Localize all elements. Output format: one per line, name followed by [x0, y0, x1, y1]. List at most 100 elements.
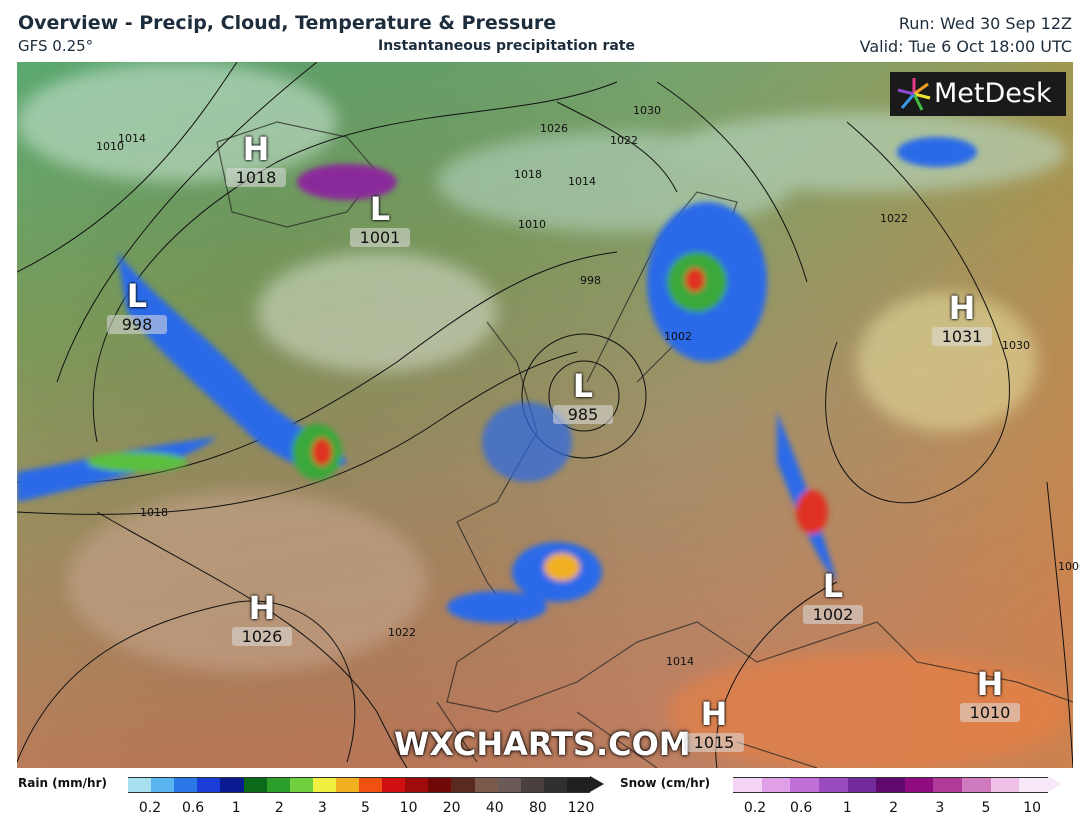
legend-swatch	[289, 777, 314, 793]
run-time: Run: Wed 30 Sep 12Z	[898, 14, 1072, 33]
legend-swatch	[733, 777, 763, 793]
legend-swatch	[128, 777, 152, 793]
legend-label: 40	[485, 800, 504, 816]
pressure-letter: H	[242, 130, 270, 168]
map	[17, 62, 1073, 768]
legend-swatch	[1019, 777, 1049, 793]
isobar-label: 1006	[1058, 560, 1080, 573]
legend-label: 5	[981, 800, 991, 816]
isobar-label: 1014	[568, 175, 596, 188]
legend-swatch	[818, 777, 849, 793]
isobar-label: 1030	[633, 104, 661, 117]
valid-time: Valid: Tue 6 Oct 18:00 UTC	[859, 37, 1072, 56]
pressure-value: 1001	[350, 228, 410, 247]
isobar-label: 1010	[518, 218, 546, 231]
legend-swatch	[761, 777, 791, 793]
legend-arrow	[1048, 776, 1062, 792]
legend-swatch	[497, 777, 522, 793]
isobar-label: 1014	[666, 655, 694, 668]
legend-swatch	[876, 777, 906, 793]
pressure-letter: H	[976, 665, 1004, 703]
logo-box: MetDesk	[890, 72, 1066, 116]
pressure-letter: L	[126, 277, 148, 315]
logo-text: MetDesk	[934, 78, 1052, 109]
pressure-value: 1015	[684, 733, 744, 752]
legend-title: Rain (mm/hr)	[18, 776, 107, 790]
title: Overview - Precip, Cloud, Temperature & …	[18, 12, 557, 34]
isobar-label: 1026	[540, 122, 568, 135]
logo-icon	[897, 78, 931, 111]
isobar-label: 1018	[140, 506, 168, 519]
legend-swatch	[962, 777, 992, 793]
isobar-label: 1022	[610, 134, 638, 147]
pressure-value: 1018	[226, 168, 286, 187]
legend-swatch	[197, 777, 221, 793]
legend-swatch	[220, 777, 244, 793]
legend-label: 120	[567, 800, 595, 816]
subtitle: Instantaneous precipitation rate	[378, 38, 635, 54]
pressure-letter: L	[822, 567, 844, 605]
legend-swatch	[566, 777, 591, 793]
legend-label: 3	[935, 800, 945, 816]
legend-swatch	[790, 777, 820, 793]
isobar-label: 1002	[664, 330, 692, 343]
legend-swatch	[335, 777, 360, 793]
pressure-value: 985	[553, 405, 613, 424]
legend-swatch	[151, 777, 175, 793]
legend-swatch	[312, 777, 337, 793]
pressure-value: 1031	[932, 327, 992, 346]
legend-label: 0.2	[743, 800, 767, 816]
legend-label: 1	[842, 800, 852, 816]
pressure-value: 1026	[232, 627, 292, 646]
isobar-label: 1030	[1002, 339, 1030, 352]
pressure-letter: H	[700, 695, 728, 733]
pressure-letter: H	[948, 289, 976, 327]
isobars	[17, 62, 1073, 768]
legend-swatch	[847, 777, 877, 793]
isobar-label: 998	[580, 274, 601, 287]
isobar-label: 1022	[880, 212, 908, 225]
legend-swatch	[933, 777, 963, 793]
isobar-label: 1014	[118, 132, 146, 145]
legend-label: 0.6	[790, 800, 813, 816]
isobar-label: 1022	[388, 626, 416, 639]
legend-swatch	[382, 777, 406, 793]
legend-swatch	[904, 777, 934, 793]
isobar-label: 1018	[514, 168, 542, 181]
legend-label: 20	[442, 800, 461, 816]
pressure-value: 998	[107, 315, 167, 334]
legend-label: 10	[1023, 800, 1042, 816]
legend-swatch	[266, 777, 291, 793]
pressure-value: 1010	[960, 703, 1020, 722]
legend-title: Snow (cm/hr)	[620, 776, 711, 790]
legend-label: 3	[317, 800, 327, 816]
clouds	[17, 62, 1067, 768]
pressure-letter: L	[369, 190, 391, 228]
legend-swatch	[405, 777, 429, 793]
isobar-label: 1010	[96, 140, 124, 153]
legend-swatch	[990, 777, 1020, 793]
legend-swatch	[520, 777, 545, 793]
legend-label: 2	[274, 800, 284, 816]
watermark: WXCHARTS.COM	[394, 725, 691, 763]
model: GFS 0.25°	[18, 37, 94, 55]
legend-swatch	[174, 777, 198, 793]
legend-swatch	[451, 777, 475, 793]
legend-swatch	[359, 777, 383, 793]
precipitation	[17, 137, 977, 623]
legend-label: 5	[361, 800, 370, 816]
legend-label: 80	[528, 800, 547, 816]
pressure-letter: H	[248, 589, 276, 627]
legend-label: 1	[231, 800, 241, 816]
legend-swatch	[474, 777, 499, 793]
legend-swatch	[428, 777, 452, 793]
legend-label: 2	[889, 800, 899, 816]
legend-label: 0.6	[181, 800, 205, 816]
legend-swatch	[543, 777, 568, 793]
legend-label: 0.2	[138, 800, 162, 816]
pressure-value: 1002	[803, 605, 863, 624]
legend-label: 10	[399, 800, 418, 816]
legend-arrow	[590, 776, 604, 792]
pressure-letter: L	[572, 367, 594, 405]
